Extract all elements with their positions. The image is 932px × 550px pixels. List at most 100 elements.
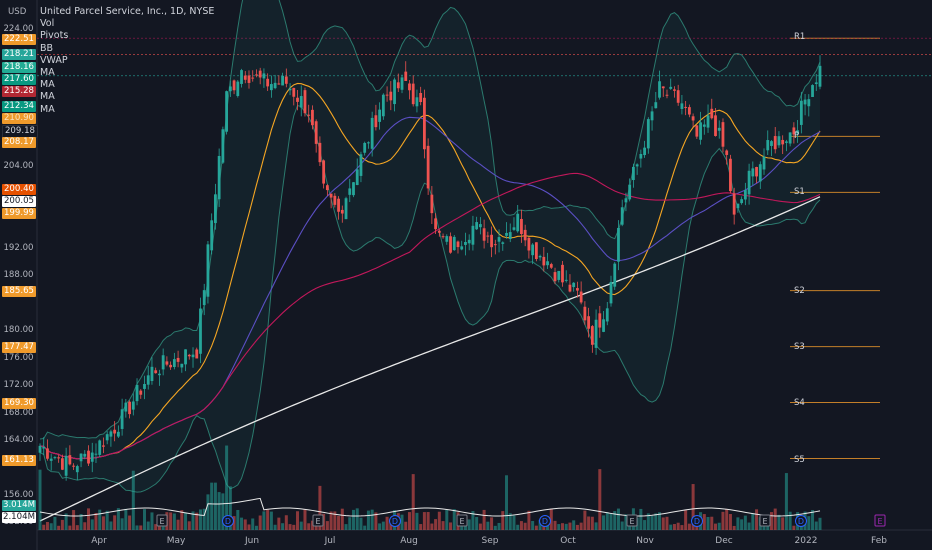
volume-bar	[755, 509, 759, 530]
event-marker-shape	[691, 515, 703, 527]
candle-body	[277, 83, 281, 85]
candle-body	[90, 452, 94, 462]
candle-body	[587, 316, 591, 329]
volume-bar	[198, 509, 202, 530]
event-marker-label: D	[542, 517, 548, 526]
x-tick: Oct	[560, 536, 576, 546]
candle-body	[415, 97, 419, 107]
earnings-marker[interactable]: E	[626, 514, 638, 527]
candle-body	[311, 109, 314, 126]
volume-bar	[523, 522, 527, 530]
volume-bar	[669, 524, 673, 530]
volume-bar	[142, 509, 146, 530]
candle-body	[441, 236, 445, 238]
x-tick: Feb	[871, 536, 887, 546]
candle-body	[516, 213, 520, 232]
candle-body	[236, 81, 240, 96]
candle-body	[732, 193, 736, 215]
legend-vwap[interactable]: VWAP	[40, 54, 68, 66]
volume-bar	[101, 516, 105, 530]
volume-bar	[572, 520, 576, 530]
event-marker-label: D	[392, 517, 398, 526]
volume-bar	[538, 519, 542, 530]
event-marker-shape	[874, 514, 886, 527]
candle-body	[665, 94, 669, 96]
legend-vol[interactable]: Vol	[40, 18, 55, 30]
legend-ma-1[interactable]: MA	[40, 67, 55, 79]
legend-ma-4[interactable]: MA	[40, 103, 55, 115]
candle-body	[811, 85, 814, 97]
dividend-marker[interactable]: D	[795, 515, 807, 527]
volume-bar	[195, 512, 199, 530]
earnings-marker[interactable]: E	[456, 514, 468, 527]
y-tick: 176.00	[3, 353, 34, 363]
event-marker-label: E	[877, 517, 882, 526]
candle-body	[385, 94, 389, 96]
volume-bar	[266, 509, 270, 530]
volume-bar	[717, 522, 721, 530]
event-marker-shape	[795, 515, 807, 527]
candle-body	[460, 246, 464, 250]
candle-body	[676, 90, 680, 103]
candle-body	[262, 73, 266, 79]
volume-bar	[650, 515, 654, 530]
candle-body	[546, 261, 549, 266]
pivot-label-s3: S3	[794, 342, 805, 352]
candle-body	[139, 390, 143, 395]
legend-ma-2[interactable]: MA	[40, 79, 55, 91]
volume-bar	[180, 510, 184, 530]
candle-body	[120, 409, 124, 429]
volume-bar	[475, 516, 479, 530]
dividend-marker[interactable]: D	[389, 515, 401, 527]
legend-ma-3[interactable]: MA	[40, 91, 55, 103]
earnings-marker[interactable]: E	[312, 514, 324, 527]
candle-body	[631, 166, 635, 181]
earnings-marker[interactable]: E	[759, 514, 771, 527]
dividend-marker[interactable]: D	[539, 515, 551, 527]
volume-bar	[381, 521, 385, 530]
volume-bar	[811, 510, 815, 530]
pivot-label-s4: S4	[794, 398, 805, 408]
dividend-marker[interactable]: D	[691, 515, 703, 527]
volume-bar	[661, 517, 665, 530]
volume-bar	[411, 474, 415, 530]
volume-bar	[45, 522, 49, 530]
y-tick: 204.00	[3, 161, 34, 171]
price-tag-bb-upper: 218.21	[2, 49, 36, 60]
dividend-marker[interactable]: D	[222, 515, 234, 527]
x-tick: Jun	[244, 536, 260, 546]
earnings-marker[interactable]: E	[874, 514, 886, 527]
event-marker-label: D	[225, 517, 231, 526]
volume-bar	[75, 525, 79, 530]
volume-bar	[658, 512, 662, 530]
volume-bar	[751, 513, 755, 530]
volume-bar	[318, 485, 322, 530]
volume-bar	[725, 509, 729, 530]
symbol-title[interactable]: United Parcel Service, Inc., 1D, NYSE	[40, 6, 215, 17]
candle-body	[673, 89, 676, 91]
candle-body	[755, 166, 758, 177]
volume-bar	[740, 519, 744, 530]
earnings-marker[interactable]: E	[156, 514, 168, 527]
candle-body	[363, 142, 367, 153]
volume-bar	[262, 511, 266, 530]
candle-body	[628, 184, 632, 200]
volume-bar	[344, 524, 348, 530]
volume-bar	[784, 473, 788, 530]
candle-body	[680, 103, 684, 109]
y-tick: 180.00	[3, 325, 34, 335]
volume-bar	[307, 523, 311, 530]
volume-bar	[721, 511, 725, 530]
candle-body	[773, 136, 777, 150]
y-tick: 156.00	[3, 490, 34, 500]
candle-body	[169, 364, 173, 368]
candle-body	[374, 115, 378, 128]
candle-body	[542, 256, 546, 266]
legend-pivots[interactable]: Pivots	[40, 30, 69, 42]
legend-bb[interactable]: BB	[40, 42, 54, 54]
candle-body	[49, 458, 53, 461]
candle-body	[512, 227, 516, 230]
volume-bar	[814, 521, 818, 530]
volume-bar	[385, 516, 389, 530]
